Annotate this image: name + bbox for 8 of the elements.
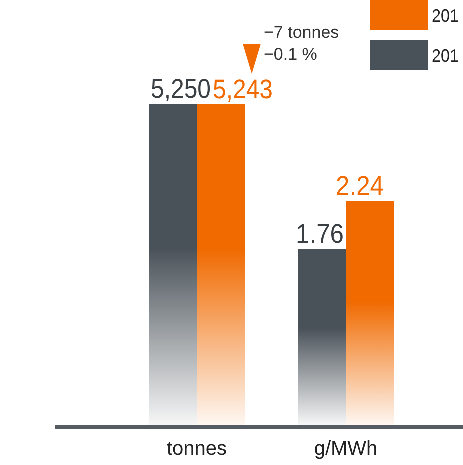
data-label: 2.24 — [336, 171, 389, 201]
data-label: 1.76 — [296, 219, 349, 249]
text: −0.1 % — [264, 45, 318, 64]
legend-label: 201 — [432, 6, 462, 26]
x-tick-label: tonnes — [166, 438, 228, 460]
x-tick-label: g/MWh — [314, 438, 378, 460]
legend-label: 201 — [432, 46, 462, 66]
text: −7 tonnes — [264, 23, 340, 42]
